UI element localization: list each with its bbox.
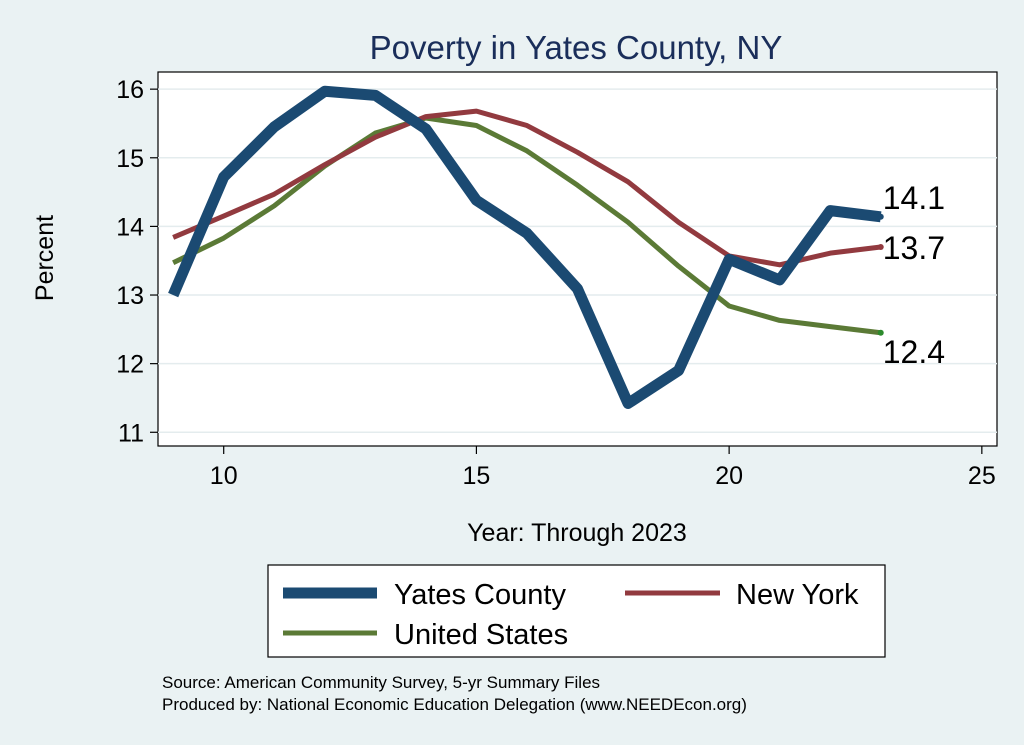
end-label-united-states: 12.4 <box>883 334 945 370</box>
x-axis: 10 15 20 25 <box>210 446 996 490</box>
x-tick-label: 10 <box>210 462 238 490</box>
y-tick-label: 15 <box>116 145 144 173</box>
y-tick-label: 11 <box>118 419 144 447</box>
end-marker-united-states <box>877 329 884 336</box>
source-note: Source: American Community Survey, 5-yr … <box>162 673 600 692</box>
legend-label-united-states: United States <box>394 619 568 651</box>
x-axis-label: Year: Through 2023 <box>467 519 687 547</box>
end-label-new-york: 13.7 <box>883 230 945 266</box>
x-tick-label: 25 <box>968 462 996 490</box>
end-marker-yates-county <box>877 213 884 220</box>
legend-label-new-york: New York <box>736 579 859 611</box>
end-labels: 14.1 13.7 12.4 <box>877 180 945 370</box>
legend-box <box>267 564 886 658</box>
y-tick-label: 14 <box>116 213 144 241</box>
chart-title: Poverty in Yates County, NY <box>370 29 783 66</box>
series-line-yates-county <box>168 85 882 409</box>
producer-note: Produced by: National Economic Education… <box>162 695 747 714</box>
series-layer <box>168 85 882 409</box>
legend-label-yates-county: Yates County <box>394 579 566 611</box>
series-line-new-york <box>172 108 882 268</box>
legend: Yates County New York United States <box>267 564 886 658</box>
end-marker-new-york <box>877 243 884 250</box>
end-label-yates-county: 14.1 <box>883 180 945 216</box>
y-tick-label: 13 <box>116 282 144 310</box>
x-tick-label: 20 <box>715 462 743 490</box>
y-axis: 11 12 13 14 15 16 <box>116 76 158 447</box>
x-tick-label: 15 <box>463 462 491 490</box>
y-axis-label: Percent <box>31 215 59 301</box>
y-tick-label: 16 <box>116 76 144 104</box>
series-line-united-states <box>172 115 882 336</box>
y-tick-label: 12 <box>116 351 144 379</box>
plot-area <box>157 71 998 447</box>
